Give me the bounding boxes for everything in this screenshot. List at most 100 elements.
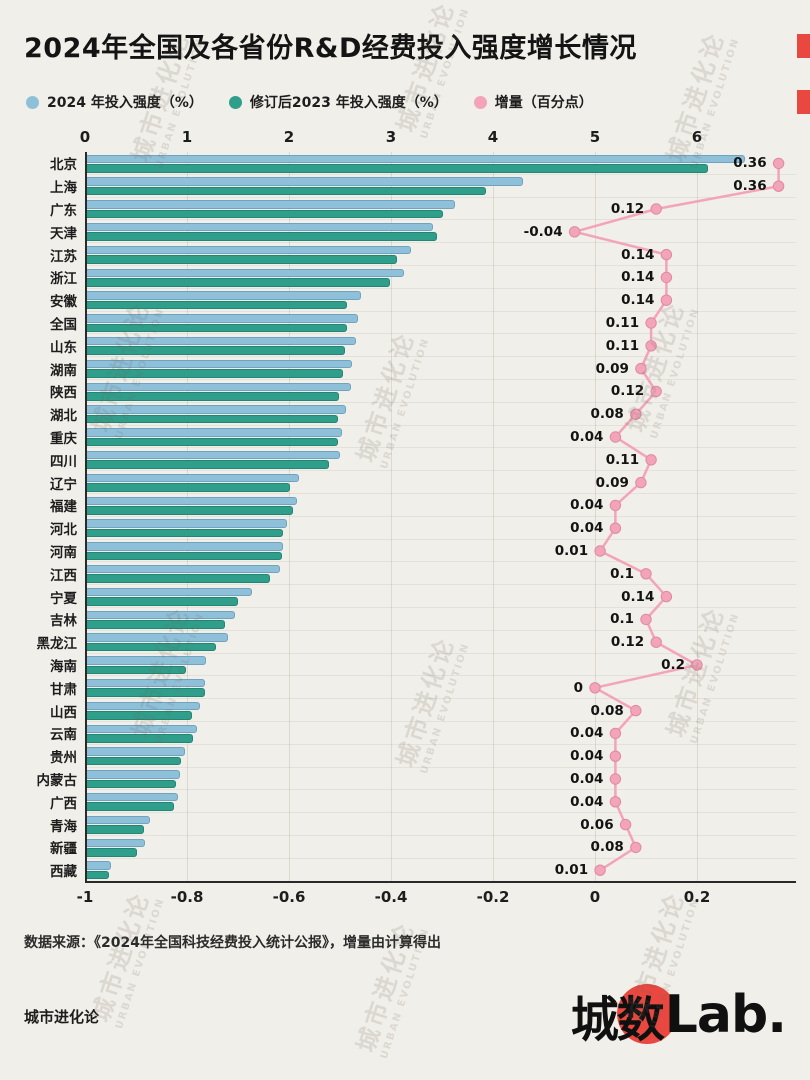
bar-2023: [85, 711, 193, 720]
row-separator: [85, 424, 796, 426]
chart-row: 河南 0.01: [0, 540, 810, 563]
gridline: [289, 152, 290, 882]
bar-2024: [85, 268, 405, 278]
bar-2024: [85, 564, 280, 574]
category-label: 黑龙江: [36, 636, 78, 653]
bar-2024: [85, 428, 343, 437]
bar-2023: [85, 574, 270, 583]
row-separator: [85, 447, 796, 449]
chart-row: 陕西 0.12: [0, 380, 810, 403]
bar-2023: [85, 688, 206, 697]
gridline: [391, 152, 392, 882]
row-separator: [85, 834, 796, 836]
row-separator: [85, 264, 796, 266]
logo-red-circle: [616, 984, 677, 1044]
chart-row: 河北 0.04: [0, 517, 810, 540]
footer-brand: 城市进化论: [24, 1008, 100, 1026]
row-separator: [85, 720, 796, 722]
chart-row: 贵州 0.04: [0, 745, 810, 768]
legend-dot-icon: [473, 95, 487, 109]
axis-bottom-tick: -0.2: [476, 888, 510, 906]
bar-2023: [85, 460, 329, 469]
bar-2023: [85, 779, 176, 789]
category-label: 广西: [50, 795, 77, 812]
category-label: 全国: [50, 316, 77, 333]
bar-2023: [85, 597, 238, 606]
bar-2024: [85, 473, 300, 483]
gridline: [493, 152, 494, 882]
chart-row: 海南 0.2: [0, 654, 810, 677]
increment-label: 0.1: [610, 611, 634, 628]
increment-label: 0.11: [605, 337, 640, 354]
bar-2024: [85, 177, 523, 186]
increment-label: 0.36: [733, 178, 767, 195]
increment-label: 0.11: [605, 451, 640, 468]
row-separator: [85, 173, 796, 175]
bar-2023: [85, 870, 110, 880]
increment-label: 0.04: [570, 793, 604, 810]
bar-2024: [85, 382, 352, 392]
bar-2023: [85, 255, 398, 264]
bar-2023: [85, 848, 138, 857]
increment-label: 0.09: [595, 360, 629, 377]
bar-2024: [85, 838, 146, 848]
chart-row: 北京 0.36: [0, 152, 810, 175]
bar-2023: [85, 734, 194, 743]
category-label: 上海: [50, 180, 77, 197]
axis-bottom-tick: -0.4: [374, 888, 408, 906]
watermark-en: URBAN EVOLUTION: [113, 896, 167, 1031]
chart-row: 天津 -0.04: [0, 220, 810, 244]
bar-2023: [85, 278, 390, 287]
row-separator: [85, 492, 796, 494]
row-separator: [85, 401, 796, 403]
chart-row: 黑龙江 0.12: [0, 631, 810, 654]
axis-bottom-tick: -0.8: [170, 888, 204, 906]
chart-row: 宁夏 0.14: [0, 585, 810, 608]
legend-label: 2024 年投入强度（%）: [47, 95, 203, 111]
row-separator: [85, 857, 796, 859]
category-label: 新疆: [50, 841, 77, 858]
category-label: 湖北: [50, 408, 77, 425]
gridline: [187, 152, 188, 882]
category-label: 吉林: [50, 613, 77, 630]
increment-label: 0.01: [554, 542, 589, 559]
legend-item-1: 修订后2023 年投入强度（%）: [228, 92, 448, 112]
row-separator: [85, 538, 796, 540]
axis-top-tick: 5: [589, 128, 601, 146]
chart-row: 四川 0.11: [0, 448, 810, 472]
category-label: 陕西: [50, 385, 77, 402]
data-source-note: 数据来源：《2024年全国科技经费投入统计公报》，增量由计算得出: [24, 935, 441, 951]
category-label: 天津: [50, 225, 77, 242]
chart-row: 云南 0.04: [0, 722, 810, 745]
row-separator: [85, 515, 796, 517]
chart-row: 内蒙古 0.04: [0, 768, 810, 791]
bar-2024: [85, 359, 353, 369]
bar-2024: [85, 314, 359, 323]
bar-2024: [85, 154, 745, 164]
increment-label: 0.1: [610, 565, 634, 582]
increment-label: 0.2: [661, 656, 685, 673]
increment-label: 0.09: [595, 474, 629, 491]
bar-2024: [85, 222, 433, 232]
chart-row: 吉林 0.1: [0, 608, 810, 631]
bar-2024: [85, 747, 185, 756]
category-label: 西藏: [50, 864, 77, 881]
bar-2024: [85, 336, 357, 346]
increment-label: 0.12: [610, 383, 645, 400]
chart-row: 广东 0.12: [0, 198, 810, 221]
bar-2024: [85, 405, 347, 414]
chart-row: 湖北 0.08: [0, 403, 810, 426]
increment-label: 0.01: [554, 862, 589, 879]
increment-label: 0.04: [570, 497, 604, 514]
increment-label: 0.12: [610, 634, 645, 651]
axis-bottom-tick: 0: [589, 888, 601, 906]
increment-label: 0.36: [733, 155, 767, 172]
category-label: 北京: [50, 157, 77, 174]
category-label: 河南: [50, 544, 77, 561]
category-label: 云南: [50, 727, 77, 744]
bar-2023: [85, 642, 216, 652]
bar-2024: [85, 610, 235, 620]
row-separator: [85, 219, 796, 221]
y-axis-line: [85, 152, 87, 882]
